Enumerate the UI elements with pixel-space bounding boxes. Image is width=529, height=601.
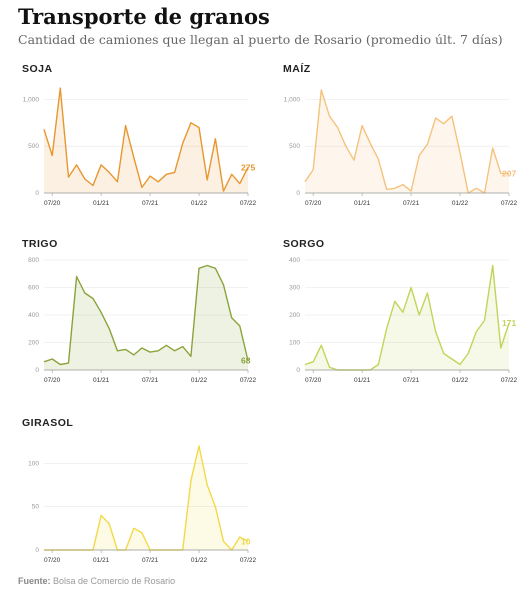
x-tick-label: 07/20 bbox=[44, 377, 61, 384]
x-tick-label: 01/21 bbox=[93, 377, 110, 384]
y-tick-label: 500 bbox=[28, 143, 39, 150]
x-tick-label: 07/22 bbox=[240, 377, 257, 384]
series-area bbox=[44, 446, 248, 550]
y-tick-label: 0 bbox=[296, 190, 300, 197]
chart-panel-girasol: GIRASOL 0 50 100 07/20 01/21 07/21 01/22 07/22 10 bbox=[22, 417, 257, 564]
y-tick-label: 0 bbox=[35, 547, 39, 554]
y-tick-label: 400 bbox=[289, 257, 300, 264]
page-subtitle: Cantidad de camiones que llegan al puert… bbox=[18, 32, 503, 47]
x-tick-label: 07/20 bbox=[305, 200, 322, 207]
last-value-label: 171 bbox=[502, 318, 516, 328]
last-value-label: 275 bbox=[241, 162, 255, 172]
x-tick-label: 07/21 bbox=[403, 200, 420, 207]
x-tick-label: 01/22 bbox=[452, 200, 469, 207]
x-tick-label: 07/22 bbox=[501, 377, 518, 384]
series-area bbox=[305, 265, 509, 370]
x-tick-label: 07/21 bbox=[403, 377, 420, 384]
y-tick-label: 200 bbox=[289, 312, 300, 319]
y-tick-label: 100 bbox=[28, 460, 39, 467]
last-value-label: 10 bbox=[241, 536, 251, 546]
page-title: Transporte de granos bbox=[18, 4, 270, 29]
x-tick-label: 01/22 bbox=[191, 557, 208, 564]
x-tick-label: 01/21 bbox=[354, 377, 371, 384]
x-tick-label: 07/22 bbox=[240, 200, 257, 207]
chart-title: SORGO bbox=[283, 238, 325, 250]
source-note: Fuente: Bolsa de Comercio de Rosario bbox=[18, 576, 175, 586]
series-line bbox=[304, 89, 510, 194]
chart-panel-maíz: MAÍZ 0 500 1,000 07/20 01/21 07/21 01/22 07/22 20… bbox=[283, 62, 518, 207]
chart-panel-trigo: TRIGO 0 200 400 600 800 07/20 01/21 07/21 01/22 07… bbox=[22, 238, 257, 384]
x-tick-label: 07/21 bbox=[142, 377, 159, 384]
y-tick-label: 100 bbox=[289, 340, 300, 347]
source-label: Fuente: bbox=[18, 576, 51, 586]
x-tick-label: 07/20 bbox=[305, 377, 322, 384]
y-tick-label: 600 bbox=[28, 285, 39, 292]
y-tick-label: 1,000 bbox=[23, 96, 40, 103]
y-tick-label: 1,000 bbox=[284, 96, 301, 103]
y-tick-label: 300 bbox=[289, 285, 300, 292]
y-tick-label: 0 bbox=[35, 190, 39, 197]
x-tick-label: 07/22 bbox=[501, 200, 518, 207]
chart-title: SOJA bbox=[22, 63, 53, 75]
x-tick-label: 01/22 bbox=[452, 377, 469, 384]
y-tick-label: 400 bbox=[28, 312, 39, 319]
chart-panel-sorgo: SORGO 0 100 200 300 400 07/20 01/21 07/21 01/22 07… bbox=[283, 238, 518, 384]
x-tick-label: 01/21 bbox=[354, 200, 371, 207]
series-area bbox=[44, 265, 248, 370]
series-area bbox=[44, 88, 248, 193]
chart-title: GIRASOL bbox=[22, 417, 73, 429]
y-tick-label: 0 bbox=[35, 367, 39, 374]
last-value-label: 68 bbox=[241, 356, 251, 366]
y-tick-label: 50 bbox=[32, 504, 40, 511]
y-tick-label: 200 bbox=[28, 340, 39, 347]
x-tick-label: 01/22 bbox=[191, 200, 208, 207]
y-tick-label: 800 bbox=[28, 257, 39, 264]
x-tick-label: 07/20 bbox=[44, 200, 61, 207]
x-tick-label: 01/21 bbox=[93, 557, 110, 564]
series-line bbox=[43, 264, 249, 366]
chart-title: TRIGO bbox=[22, 238, 58, 250]
source-text: Bolsa de Comercio de Rosario bbox=[53, 576, 176, 586]
x-tick-label: 07/21 bbox=[142, 557, 159, 564]
series-line bbox=[43, 87, 249, 192]
chart-title: MAÍZ bbox=[283, 62, 311, 75]
last-value-label: 207 bbox=[502, 169, 516, 179]
chart-panel-soja: SOJA 0 500 1,000 07/20 01/21 07/21 01/22 07/22 27… bbox=[22, 63, 257, 207]
x-tick-label: 01/21 bbox=[93, 200, 110, 207]
x-tick-label: 07/20 bbox=[44, 557, 61, 564]
y-tick-label: 0 bbox=[296, 367, 300, 374]
series-area bbox=[305, 90, 509, 193]
y-tick-label: 500 bbox=[289, 143, 300, 150]
x-tick-label: 01/22 bbox=[191, 377, 208, 384]
x-tick-label: 07/22 bbox=[240, 557, 257, 564]
x-tick-label: 07/21 bbox=[142, 200, 159, 207]
